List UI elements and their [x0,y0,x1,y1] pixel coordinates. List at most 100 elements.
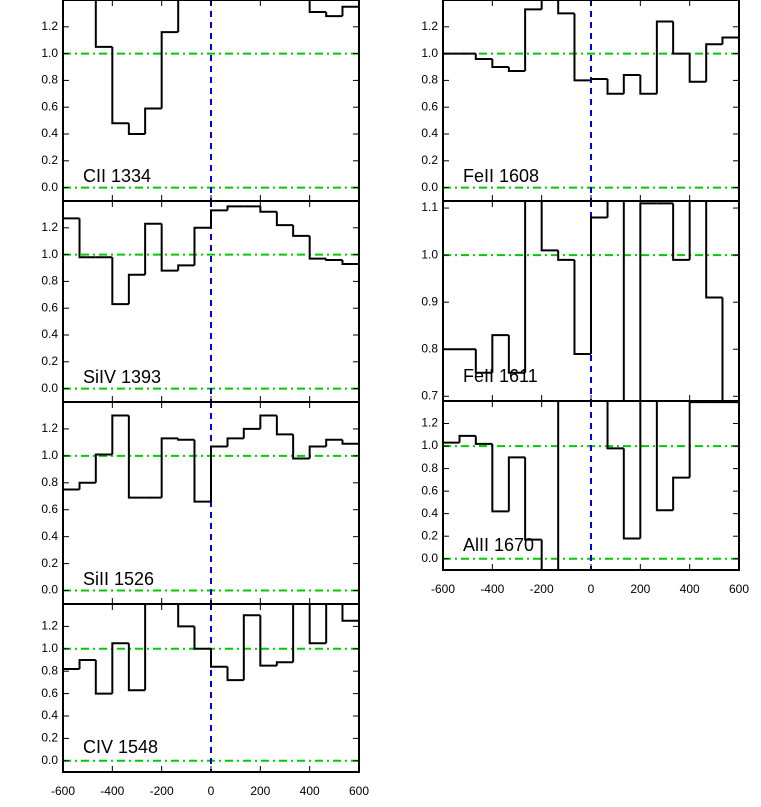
step [606,79,624,95]
x-tick-label: 600 [349,784,369,798]
step [491,443,509,513]
step [606,201,609,218]
panel-label: FeII 1608 [463,166,539,186]
y-tick-label: 0.4 [41,327,58,341]
step [111,414,129,455]
step [160,223,179,272]
step [639,401,642,539]
y-tick-label: 0.2 [41,354,58,368]
panel-label: AlII 1670 [463,535,534,555]
step [458,434,476,443]
y-tick-label: 0.8 [41,274,58,288]
step [721,36,739,45]
y-tick-label: 0.2 [41,153,58,167]
x-tick-label: -400 [480,582,504,596]
step [292,434,310,460]
y-tick-label: 0.0 [421,180,438,194]
step [325,604,343,644]
panel: 0.0 0.2 0.4 0.6 0.8 1.0 1.2 FeII 1608 [421,0,740,202]
y-tick-label: 1.2 [41,19,58,33]
step [259,206,277,213]
y-tick-label: 0.0 [41,381,58,395]
y-tick-label: 1.2 [41,220,58,234]
step [688,201,691,260]
y-tick-label: 0.4 [41,529,58,543]
step [491,58,509,68]
y-tick-label: 0.0 [41,180,58,194]
step [688,53,707,83]
step [474,435,493,445]
panel-label: CIV 1548 [83,737,158,757]
y-tick-label: 0.6 [421,99,438,113]
step [308,604,327,645]
y-tick-label: 0.4 [41,126,58,140]
x-tick-label: 600 [729,582,749,596]
step [78,659,96,669]
step [341,259,359,265]
panel: 0.0 0.2 0.4 0.6 0.8 1.0 1.2 CII 1334 [41,0,360,202]
x-tick-label: -600 [431,582,455,596]
step [275,661,294,666]
step [177,264,195,271]
step [226,666,244,682]
y-tick-label: 1.0 [421,247,438,261]
y-tick-label: 1.1 [421,200,438,214]
spectrum [63,414,359,503]
x-tick-label: 0 [208,784,215,798]
step [160,437,179,498]
spectrum [443,0,739,95]
y-tick-label: 1.0 [41,46,58,60]
step [308,445,327,459]
y-tick-label: 0.2 [421,153,438,167]
y-tick-label: 0.8 [421,461,438,475]
step [590,216,608,354]
step [639,75,657,95]
step [193,439,211,503]
panel: 0.0 0.2 0.4 0.6 0.8 1.0 1.2 -600 -400 -200 0 200 400… [421,400,749,596]
x-tick-label: -200 [530,582,554,596]
y-tick-label: 0.4 [421,126,438,140]
step [540,201,559,252]
step [127,415,146,499]
step [540,539,543,570]
step [341,604,359,622]
step [524,457,542,541]
step [507,335,526,374]
step [590,78,608,81]
y-tick-label: 0.8 [41,475,58,489]
step [127,123,146,135]
step [242,614,261,681]
step [78,218,96,259]
step [622,74,641,94]
x-tick-label: -600 [51,784,75,798]
step [672,203,690,261]
step [540,0,543,10]
step [573,259,591,355]
step [507,456,526,512]
y-tick-label: 0.2 [41,556,58,570]
step [688,401,707,478]
panel-label: CII 1334 [83,166,151,186]
y-tick-label: 0.4 [41,708,58,722]
step [524,201,527,373]
step [672,21,690,55]
step [474,53,493,60]
step [94,0,113,48]
step [144,222,162,275]
panel: 0.0 0.2 0.4 0.6 0.8 1.0 1.2 -600 -400 -200 0 200 400… [41,603,369,798]
step [259,414,277,429]
step [78,481,96,490]
y-tick-label: 0.8 [41,663,58,677]
step [193,626,211,650]
y-tick-label: 1.2 [41,421,58,435]
y-tick-label: 0.8 [421,341,438,355]
x-tick-label: 400 [300,784,320,798]
step [507,67,526,73]
y-tick-label: 1.0 [421,46,438,60]
y-tick-label: 0.6 [41,99,58,113]
step [557,250,575,261]
step [705,201,723,299]
panel-label: SiIV 1393 [83,367,161,387]
y-tick-label: 0.2 [41,731,58,745]
